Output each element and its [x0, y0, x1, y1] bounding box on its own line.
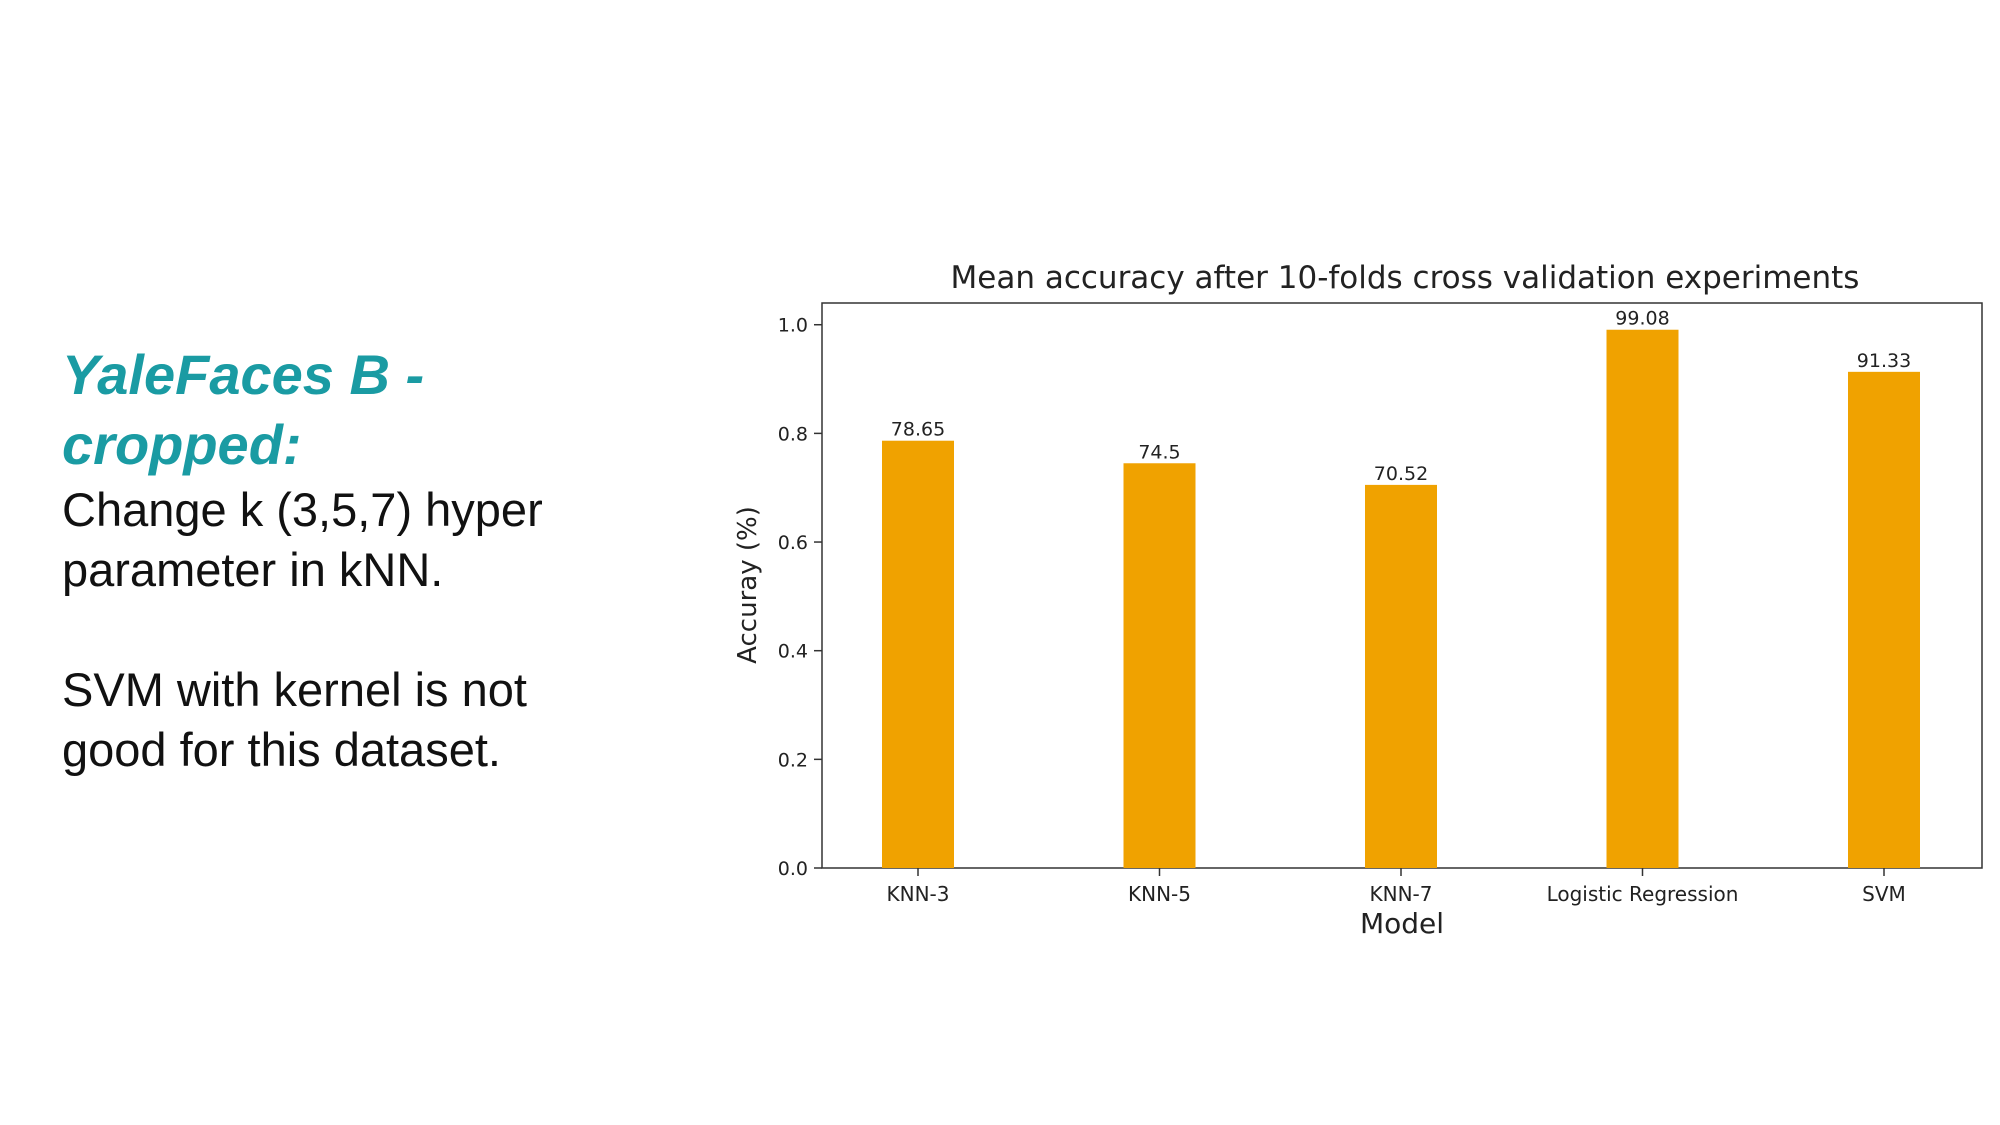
x-tick-label: KNN-3	[887, 882, 950, 906]
bar-value-label: 78.65	[891, 419, 945, 441]
y-tick-label: 0.0	[778, 858, 808, 880]
bar-value-label: 91.33	[1857, 350, 1911, 372]
y-axis-label: Accuray (%)	[733, 506, 763, 664]
slide-heading-line-1: YaleFaces B -	[62, 343, 425, 406]
x-tick-label: KNN-7	[1370, 882, 1433, 906]
slide-body-line-3: SVM with kernel is not	[62, 663, 527, 716]
bar-value-label: 74.5	[1138, 441, 1180, 463]
bar	[1848, 371, 1920, 868]
x-axis-ticks: KNN-3 KNN-5 KNN-7 Logistic Regression SVM	[887, 868, 1906, 906]
y-tick-label: 0.6	[778, 532, 808, 554]
bar	[1365, 484, 1437, 868]
slide-body-line-1: Change k (3,5,7) hyper	[62, 483, 543, 536]
slide-heading-line-2: cropped:	[62, 413, 302, 476]
bar-value-label: 70.52	[1374, 463, 1428, 485]
y-tick-label: 0.4	[778, 641, 808, 663]
x-tick-label: KNN-5	[1128, 882, 1191, 906]
x-tick-label: SVM	[1862, 882, 1906, 906]
y-tick-label: 1.0	[778, 315, 808, 337]
bar	[1123, 463, 1196, 868]
y-tick-label: 0.2	[778, 749, 808, 771]
y-tick-label: 0.8	[778, 423, 808, 445]
x-axis-label: Model	[1360, 907, 1444, 940]
bars-group: 78.65 74.5 70.52 99.08 91.33	[882, 308, 1920, 868]
x-tick-label: Logistic Regression	[1547, 882, 1739, 906]
chart-title: Mean accuracy after 10-folds cross valid…	[951, 260, 1860, 296]
slide-body-line-4: good for this dataset.	[62, 723, 501, 776]
bar	[1606, 329, 1679, 868]
bar	[882, 440, 954, 868]
y-axis-ticks: 0.0 0.2 0.4 0.6 0.8 1.0	[778, 315, 822, 880]
slide-body-line-2: parameter in kNN.	[62, 543, 444, 596]
slide-text-block: YaleFaces B - cropped: Change k (3,5,7) …	[62, 340, 702, 780]
bar-value-label: 99.08	[1615, 308, 1669, 330]
